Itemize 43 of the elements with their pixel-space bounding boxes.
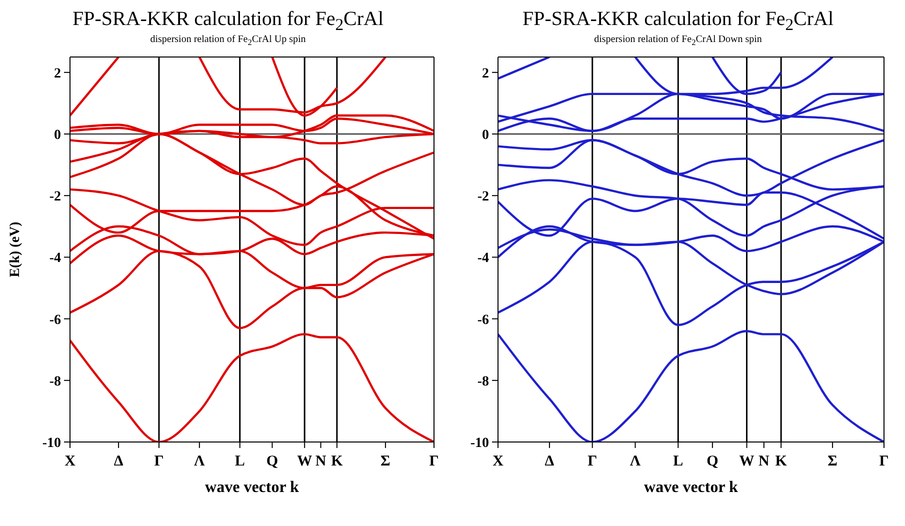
- x-tick-label: K: [775, 454, 788, 470]
- chart-title: FP-SRA-KKR calculation for Fe$_{2}$CrAl: [71, 8, 385, 34]
- y-axis-title: E(k) (eV): [8, 221, 23, 278]
- x-tick-label: X: [492, 454, 504, 470]
- x-tick-label: W: [297, 454, 312, 470]
- y-tick-label: -8: [477, 374, 489, 390]
- y-tick-label: 2: [54, 66, 61, 82]
- chart-subtitle: dispersion relation of Fe$_{2}$CrAl Up spin: [149, 34, 307, 49]
- y-tick-label: -4: [49, 251, 61, 266]
- y-tick-label: 2: [482, 66, 489, 82]
- y-tick-label: -6: [477, 312, 489, 328]
- x-tick-label: Λ: [630, 454, 641, 470]
- y-tick-label: -2: [49, 190, 61, 205]
- x-tick-label: Δ: [544, 454, 555, 470]
- x-tick-label: Σ: [380, 454, 391, 470]
- y-tick-label: 0: [482, 128, 489, 143]
- y-tick-label: -10: [42, 436, 61, 451]
- x-tick-label: Δ: [114, 454, 124, 470]
- x-tick-label: Γ: [588, 454, 598, 470]
- y-tick-label: -6: [49, 312, 61, 328]
- x-tick-label: K: [331, 454, 344, 470]
- x-tick-label: Σ: [828, 454, 838, 470]
- y-tick-label: -10: [470, 436, 489, 451]
- x-tick-label: Q: [266, 454, 278, 470]
- y-tick-label: -4: [477, 251, 489, 266]
- y-tick-label: 0: [54, 128, 61, 143]
- x-tick-label: X: [64, 454, 76, 470]
- y-tick-label: -2: [477, 190, 489, 205]
- x-tick-label: N: [758, 454, 770, 470]
- y-tick-label: -8: [49, 374, 61, 390]
- x-tick-label: L: [673, 454, 684, 470]
- x-tick-label: Λ: [194, 454, 206, 470]
- x-axis-title: wave vector k: [205, 479, 300, 496]
- x-tick-label: Q: [706, 454, 719, 470]
- x-tick-label: Γ: [879, 454, 889, 470]
- x-tick-label: N: [315, 454, 326, 470]
- chart-subtitle: dispersion relation of Fe$_{2}$CrAl Down spin: [593, 34, 763, 49]
- x-tick-label: W: [739, 454, 754, 470]
- x-tick-label: L: [234, 454, 245, 470]
- x-tick-label: Γ: [154, 454, 164, 470]
- x-tick-label: Γ: [429, 454, 439, 470]
- chart-title: FP-SRA-KKR calculation for Fe$_{2}$CrAl: [521, 8, 835, 34]
- x-axis-title: wave vector k: [644, 479, 738, 496]
